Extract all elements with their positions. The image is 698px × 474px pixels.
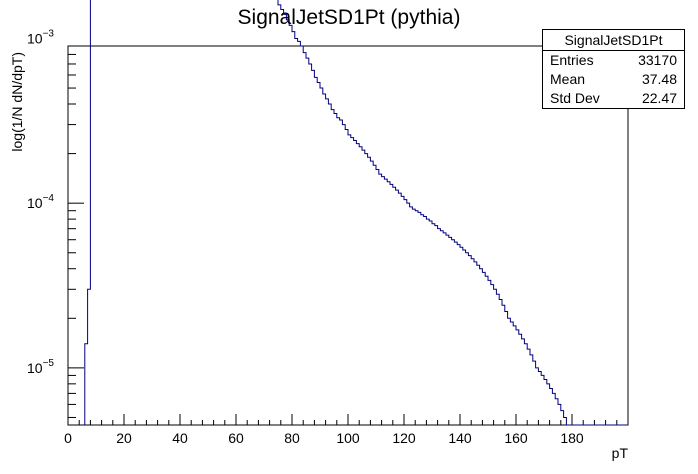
x-tick-label: 180 — [560, 430, 584, 446]
stats-value: 37.48 — [642, 70, 677, 89]
x-tick-label: 100 — [336, 430, 360, 446]
stats-value: 22.47 — [642, 89, 677, 108]
stats-row-mean: Mean 37.48 — [543, 70, 684, 89]
stats-label: Std Dev — [550, 89, 600, 108]
x-tick-label: 40 — [172, 430, 188, 446]
stats-label: Entries — [550, 51, 594, 70]
y-tick-label: 10−4 — [27, 193, 54, 211]
stats-value: 33170 — [638, 51, 677, 70]
x-tick-label: 140 — [448, 430, 472, 446]
x-tick-label: 20 — [116, 430, 132, 446]
y-axis: 10−510−410−310−2 — [27, 0, 84, 417]
x-tick-label: 160 — [504, 430, 528, 446]
x-tick-label: 0 — [64, 430, 72, 446]
chart-title: SignalJetSD1Pt (pythia) — [238, 6, 461, 29]
y-tick-label: 10−5 — [27, 358, 54, 376]
x-axis: 0 20 40 60 80 100 120 140 160 180 — [64, 414, 628, 446]
x-axis-label: pT — [612, 445, 629, 461]
stats-box: SignalJetSD1Pt Entries 33170 Mean 37.48 … — [542, 29, 685, 109]
stats-title: SignalJetSD1Pt — [543, 30, 684, 51]
y-axis-label: log(1/N dN/dpT) — [9, 52, 25, 152]
stats-row-stddev: Std Dev 22.47 — [543, 89, 684, 108]
x-tick-label: 80 — [284, 430, 300, 446]
x-tick-label: 60 — [228, 430, 244, 446]
y-tick-label: 10−3 — [27, 28, 54, 46]
x-tick-label: 120 — [392, 430, 416, 446]
stats-label: Mean — [550, 70, 585, 89]
stats-row-entries: Entries 33170 — [543, 51, 684, 70]
